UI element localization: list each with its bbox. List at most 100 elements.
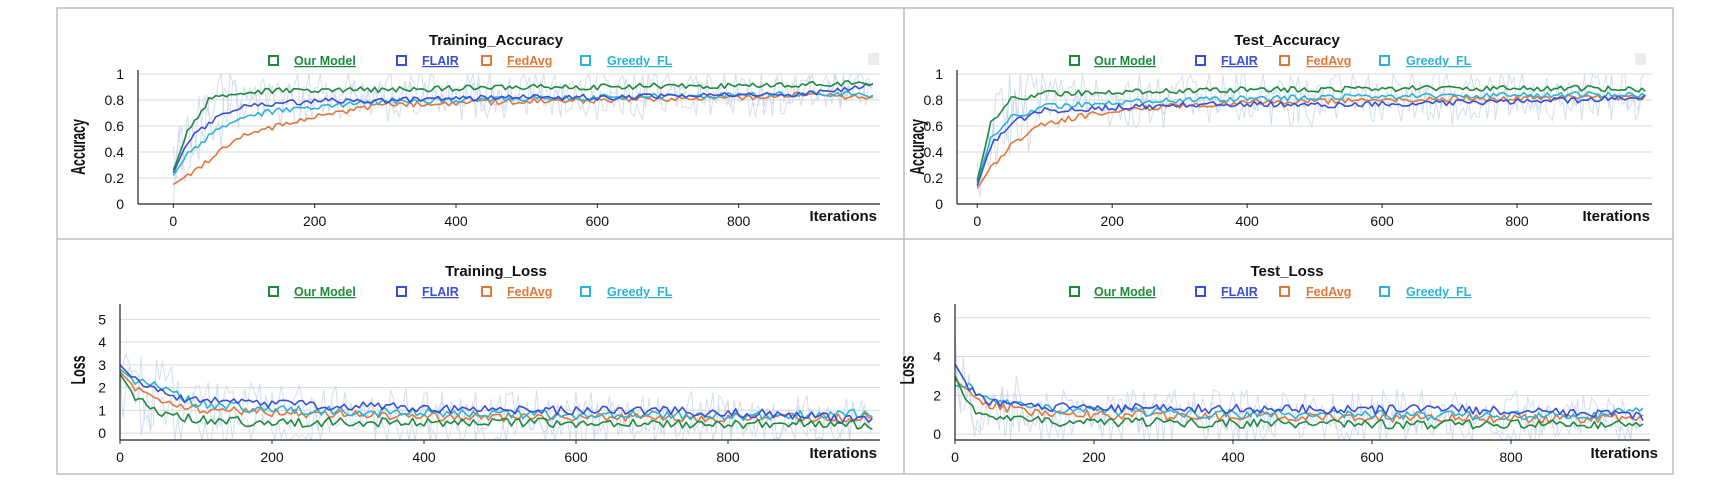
legend-swatch-our-model[interactable]: [268, 55, 279, 66]
x-tick-label: 0: [973, 213, 981, 229]
x-tick-label: 800: [727, 213, 751, 229]
x-tick-label: 200: [260, 449, 284, 465]
legend-swatch-flair[interactable]: [396, 286, 407, 297]
y-tick-label: 4: [98, 334, 106, 350]
y-axis-label: Accuracy: [906, 119, 929, 175]
legend-swatch-our-model[interactable]: [268, 286, 279, 297]
x-tick-label: 0: [169, 213, 177, 229]
legend-swatch-flair[interactable]: [1195, 55, 1206, 66]
y-tick-label: 1: [98, 402, 106, 418]
x-tick-label: 400: [1235, 213, 1259, 229]
x-axis-label: Iterations: [1590, 445, 1658, 462]
legend-swatch-flair[interactable]: [1195, 286, 1206, 297]
legend-label-greedy-fl[interactable]: Greedy_FL: [1406, 54, 1472, 68]
x-tick-label: 800: [716, 449, 740, 465]
legend-label-flair[interactable]: FLAIR: [422, 285, 459, 299]
series-line-greedy-fl[interactable]: [119, 368, 873, 421]
x-tick-label: 400: [412, 449, 436, 465]
figure-frame: [56, 7, 1674, 475]
legend-swatch-our-model[interactable]: [1069, 55, 1080, 66]
y-tick-label: 0.6: [924, 118, 944, 134]
test-accuracy-panel: Test_Accuracy Our Model FLAIR FedAvg Gre…: [906, 32, 1652, 229]
legend-scroll-icon[interactable]: [1635, 53, 1646, 65]
x-tick-label: 600: [1360, 449, 1384, 465]
series-line-fedavg[interactable]: [119, 371, 873, 424]
series-line-greedy-fl[interactable]: [954, 382, 1644, 421]
y-tick-label: 2: [933, 387, 941, 403]
legend-swatch-fedavg[interactable]: [481, 286, 492, 297]
legend-label-our-model[interactable]: Our Model: [294, 54, 356, 68]
x-tick-label: 600: [1370, 213, 1394, 229]
y-tick-label: 0: [935, 196, 943, 212]
y-tick-label: 0: [98, 425, 106, 441]
chart-title: Test_Accuracy: [1234, 32, 1340, 49]
y-tick-label: 0.4: [924, 144, 944, 160]
axes: 0 0.2 0.4 0.6 0.8 1 0 200 400 600 800: [924, 66, 1652, 229]
series-line-flair[interactable]: [119, 364, 873, 425]
legend-swatch-fedavg[interactable]: [481, 55, 492, 66]
legend-scroll-icon[interactable]: [868, 53, 879, 65]
legend-swatch-fedavg[interactable]: [1279, 286, 1290, 297]
y-tick-label: 0.6: [105, 118, 125, 134]
legend-label-fedavg[interactable]: FedAvg: [1306, 285, 1351, 299]
x-tick-label: 600: [564, 449, 588, 465]
series-line-our-model[interactable]: [172, 80, 874, 171]
legend-label-greedy-fl[interactable]: Greedy_FL: [607, 285, 673, 299]
y-tick-label: 0: [116, 196, 124, 212]
legend-label-fedavg[interactable]: FedAvg: [1306, 54, 1351, 68]
x-tick-label: 800: [1499, 449, 1523, 465]
legend-swatch-flair[interactable]: [396, 55, 407, 66]
raw-trace: [172, 72, 872, 180]
legend-label-fedavg[interactable]: FedAvg: [507, 54, 552, 68]
legend-label-flair[interactable]: FLAIR: [1221, 285, 1258, 299]
y-tick-label: 0: [933, 426, 941, 442]
y-tick-label: 0.2: [924, 170, 944, 186]
series-line-our-model[interactable]: [976, 84, 1646, 181]
legend-swatch-greedy-fl[interactable]: [1379, 55, 1390, 66]
series-line-our-model[interactable]: [954, 375, 1644, 430]
series-line-flair[interactable]: [954, 363, 1644, 421]
y-tick-label: 0.4: [105, 144, 125, 160]
test-loss-panel: Test_Loss Our Model FLAIR FedAvg Greedy_…: [896, 263, 1658, 465]
y-tick-label: 5: [98, 311, 106, 327]
y-tick-label: 0.8: [924, 92, 944, 108]
legend-label-flair[interactable]: FLAIR: [422, 54, 459, 68]
legend-label-our-model[interactable]: Our Model: [1094, 54, 1156, 68]
legend-label-fedavg[interactable]: FedAvg: [507, 285, 552, 299]
training-accuracy-panel: Training_Accuracy Our Model FLAIR FedAvg…: [67, 32, 880, 229]
legend-swatch-greedy-fl[interactable]: [580, 55, 591, 66]
series-line-flair[interactable]: [172, 82, 874, 174]
series-line-flair[interactable]: [976, 94, 1646, 187]
legend-swatch-greedy-fl[interactable]: [1379, 286, 1390, 297]
legend: Our Model FLAIR FedAvg Greedy_FL: [268, 53, 879, 68]
axes: 0 0.2 0.4 0.6 0.8 1 0 200 400 600 800: [105, 66, 880, 229]
series-line-fedavg[interactable]: [172, 91, 874, 186]
series-line-our-model[interactable]: [119, 373, 873, 431]
series-line-greedy-fl[interactable]: [976, 91, 1646, 184]
series-line-fedavg[interactable]: [954, 379, 1644, 424]
chart-title: Training_Loss: [445, 263, 547, 280]
training-loss-panel: Training_Loss Our Model FLAIR FedAvg Gre…: [67, 263, 880, 465]
legend-label-greedy-fl[interactable]: Greedy_FL: [607, 54, 673, 68]
legend-label-our-model[interactable]: Our Model: [1094, 285, 1156, 299]
y-axis-label: Accuracy: [67, 119, 90, 175]
legend-swatch-greedy-fl[interactable]: [580, 286, 591, 297]
legend-label-flair[interactable]: FLAIR: [1221, 54, 1258, 68]
raw-series-band: [119, 352, 872, 442]
y-tick-label: 1: [116, 66, 124, 82]
y-tick-label: 6: [933, 310, 941, 326]
legend-label-greedy-fl[interactable]: Greedy_FL: [1406, 285, 1472, 299]
legend-swatch-our-model[interactable]: [1069, 286, 1080, 297]
axes: 0 2 4 6 0 200 400 600 800: [933, 304, 1650, 465]
y-tick-label: 2: [98, 380, 106, 396]
series-lines: [976, 84, 1646, 189]
legend-swatch-fedavg[interactable]: [1279, 55, 1290, 66]
legend-label-our-model[interactable]: Our Model: [294, 285, 356, 299]
x-tick-label: 0: [951, 449, 959, 465]
raw-trace: [119, 366, 872, 442]
x-axis-label: Iterations: [809, 208, 877, 225]
legend: Our Model FLAIR FedAvg Greedy_FL: [1069, 285, 1472, 299]
chart-title: Test_Loss: [1250, 263, 1323, 280]
series-line-fedavg[interactable]: [976, 94, 1646, 189]
